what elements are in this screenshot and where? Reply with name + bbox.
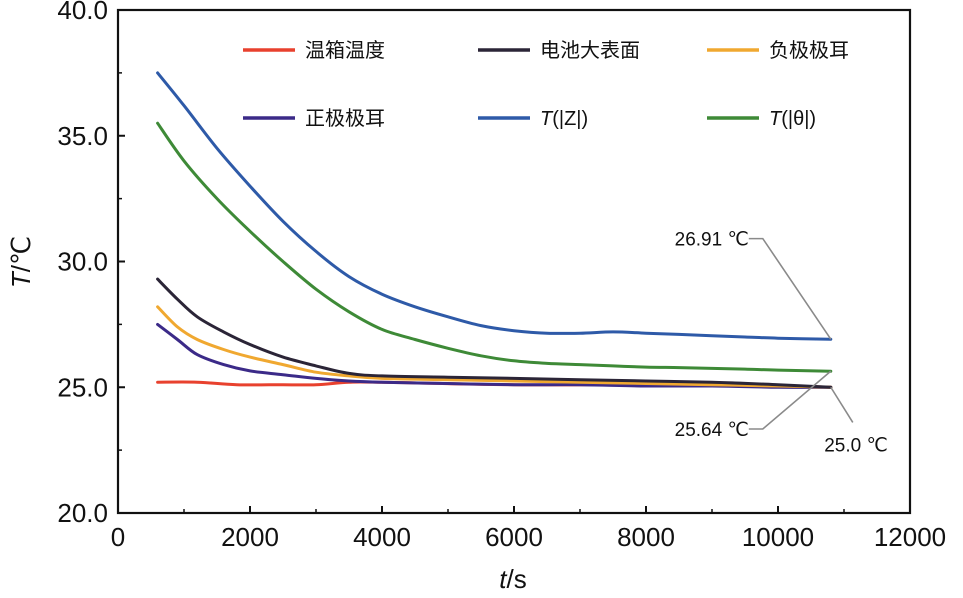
annotations: 26.91 ℃ 25.64 ℃ 25.0 ℃ xyxy=(675,230,888,457)
legend-label: 电池大表面 xyxy=(540,38,640,62)
annotation-label: 25.0 ℃ xyxy=(824,435,888,456)
y-tick-label: 20.0 xyxy=(57,498,108,528)
series-line xyxy=(156,305,833,389)
legend-label: 负极极耳 xyxy=(769,38,849,62)
x-axis-title: t/s xyxy=(499,564,526,594)
annotation-leader xyxy=(830,386,854,423)
annotation-label: 25.64 ℃ xyxy=(675,420,749,441)
y-tick-label: 40.0 xyxy=(57,0,108,25)
annotation-leader xyxy=(748,237,832,340)
y-axis-title: T/℃ xyxy=(6,236,36,288)
legend-label: 温箱温度 xyxy=(305,38,385,62)
x-tick-label: 6000 xyxy=(485,522,543,552)
x-tick-label: 12000 xyxy=(874,522,946,552)
legend-label: T(|Z|) xyxy=(540,108,588,130)
series-line xyxy=(156,277,833,389)
legend-label: T(|θ|) xyxy=(769,108,816,130)
x-tick-label: 10000 xyxy=(742,522,814,552)
axes: 0 2000 4000 6000 8000 10000 12000 20.0 25.0 30.0 3… xyxy=(57,0,946,552)
y-tick-label: 25.0 xyxy=(57,372,108,402)
series-line xyxy=(156,322,833,389)
x-tick-label: 4000 xyxy=(353,522,411,552)
annotation-leader xyxy=(748,370,832,430)
series-line xyxy=(156,71,833,341)
annotation-label: 26.91 ℃ xyxy=(675,230,749,251)
series-lines xyxy=(156,71,833,389)
y-tick-label: 35.0 xyxy=(57,121,108,151)
legend-label: 正极极耳 xyxy=(305,106,385,130)
series-line xyxy=(156,121,833,373)
plot-frame xyxy=(116,8,912,515)
x-tick-label: 0 xyxy=(111,522,125,552)
x-tick-label: 8000 xyxy=(617,522,675,552)
x-tick-label: 2000 xyxy=(221,522,279,552)
y-tick-label: 30.0 xyxy=(57,247,108,277)
